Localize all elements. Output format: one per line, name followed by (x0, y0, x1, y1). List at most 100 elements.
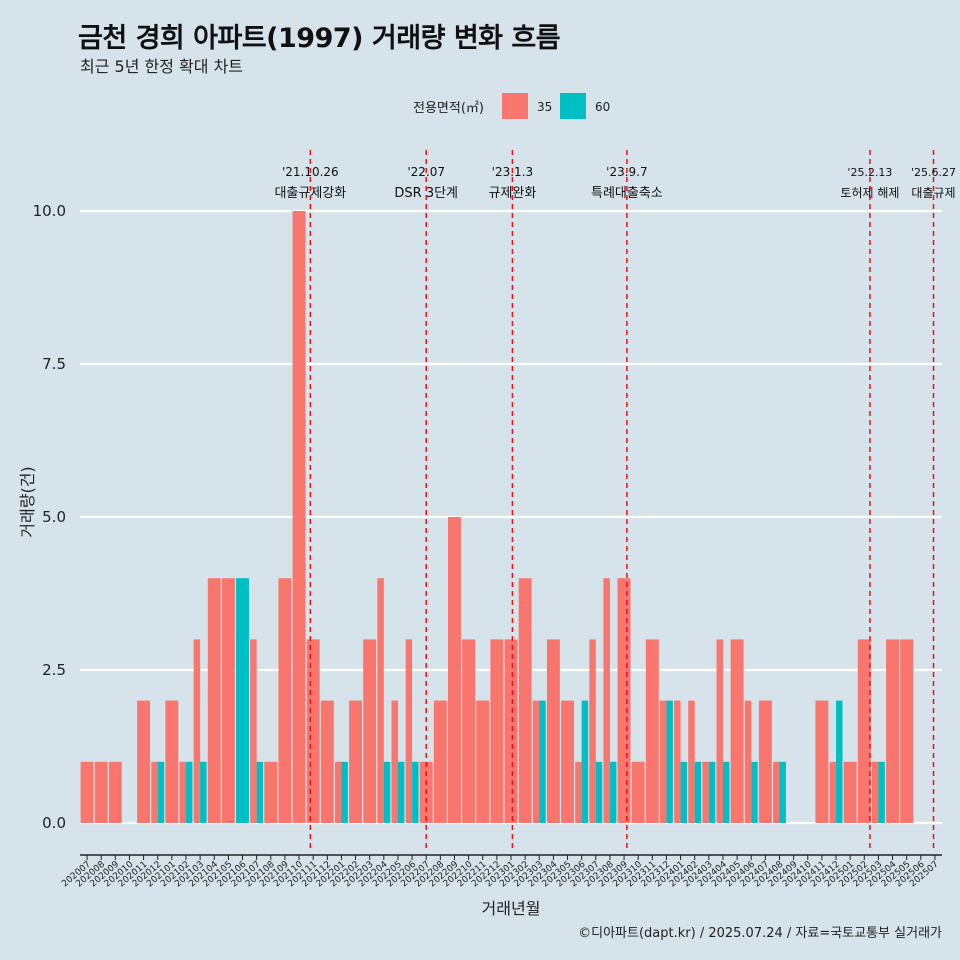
bar-35 (871, 761, 879, 823)
event-date: '22.07 (407, 165, 445, 179)
bar-60 (694, 761, 702, 823)
bar-35 (278, 578, 292, 823)
bar-60 (836, 700, 843, 823)
legend-label-35: 35 (537, 100, 552, 114)
y-tick-label: 2.5 (42, 661, 66, 679)
legend-title: 전용면적(㎡) (413, 101, 484, 116)
bar-35 (829, 761, 837, 823)
bar-35 (758, 700, 772, 823)
bar-35 (405, 639, 413, 823)
bars (80, 211, 914, 823)
bar-60 (751, 761, 758, 823)
bar-60 (595, 761, 603, 823)
bar-35 (165, 700, 179, 823)
bar-35 (320, 700, 334, 823)
bar-60 (680, 761, 688, 823)
bar-35 (490, 639, 504, 823)
bar-35 (151, 761, 158, 823)
bar-35 (603, 578, 610, 823)
bar-35 (334, 761, 342, 823)
bar-60 (878, 761, 885, 823)
bar-35 (193, 639, 201, 823)
bar-35 (462, 639, 476, 823)
bar-35 (108, 761, 122, 823)
bar-35 (80, 761, 94, 823)
y-tick-label: 7.5 (42, 355, 66, 373)
bar-35 (843, 761, 857, 823)
bar-60 (397, 761, 405, 823)
bar-35 (292, 211, 306, 823)
bar-60 (779, 761, 786, 823)
bar-35 (504, 639, 518, 823)
chart-title: 금천 경희 아파트(1997) 거래량 변화 흐름 (78, 23, 561, 54)
bar-60 (157, 761, 165, 823)
event-label: 특례대출축소 (591, 186, 663, 201)
legend-swatch-60 (560, 93, 586, 119)
chart-subtitle: 최근 5년 한정 확대 차트 (80, 57, 244, 76)
bar-35 (363, 639, 377, 823)
bar-35 (448, 517, 461, 823)
bar-60 (412, 761, 419, 823)
y-axis-label: 거래량(건) (18, 466, 37, 537)
bar-35 (264, 761, 278, 823)
event-date: '25.2.13 (847, 166, 892, 179)
bar-35 (900, 639, 914, 823)
bar-35 (575, 761, 582, 823)
event-annotations: '21.10.26 대출규제강화 '22.07 DSR 3단계 '23.1.3 규제완화 '… (274, 165, 956, 201)
bar-35 (349, 700, 363, 823)
bar-35 (815, 700, 829, 823)
bar-35 (857, 639, 871, 823)
bar-35 (391, 700, 398, 823)
bar-60 (383, 761, 391, 823)
event-date: '23.1.3 (492, 165, 533, 179)
bar-35 (207, 578, 221, 823)
y-tick-label: 5.0 (42, 508, 66, 526)
bar-60 (666, 700, 673, 823)
bar-35 (561, 700, 574, 823)
legend-label-60: 60 (595, 100, 610, 114)
bar-35 (221, 578, 235, 823)
bar-35 (532, 700, 540, 823)
event-date: '23.9.7 (606, 165, 647, 179)
bar-35 (377, 578, 384, 823)
x-axis-label: 거래년월 (482, 899, 541, 918)
bar-60 (200, 761, 207, 823)
bar-35 (589, 639, 596, 823)
bar-35 (306, 639, 320, 823)
bar-60 (539, 700, 546, 823)
bar-35 (617, 578, 631, 823)
bar-35 (433, 700, 447, 823)
bar-60 (581, 700, 589, 823)
bar-60 (341, 761, 348, 823)
bar-35 (659, 700, 667, 823)
bar-35 (476, 700, 490, 823)
bar-60 (609, 761, 617, 823)
bar-35 (886, 639, 900, 823)
bar-35 (773, 761, 780, 823)
x-axis: 2020072020082020092020102020112020122021… (60, 854, 942, 889)
bar-35 (179, 761, 186, 823)
bar-35 (94, 761, 108, 823)
y-axis: 0.0 2.5 5.0 7.5 10.0 (33, 202, 66, 832)
bar-35 (744, 700, 752, 823)
bar-60 (185, 761, 193, 823)
bar-60 (722, 761, 730, 823)
bar-35 (674, 700, 681, 823)
y-tick-label: 0.0 (42, 814, 66, 832)
bar-35 (518, 578, 532, 823)
bar-35 (730, 639, 744, 823)
bar-35 (716, 639, 723, 823)
event-label: 대출규제 (911, 186, 955, 200)
bar-35 (645, 639, 659, 823)
source-caption: ©디아파트(dapt.kr) / 2025.07.24 / 자료=국토교통부 실… (578, 926, 942, 941)
event-date: '25.6.27 (911, 166, 956, 179)
bar-60 (236, 578, 249, 823)
y-tick-label: 10.0 (33, 202, 66, 220)
event-label: 규제완화 (488, 186, 536, 201)
bar-60 (256, 761, 264, 823)
event-label: 대출규제강화 (274, 186, 346, 201)
event-label: 토허제 해제 (840, 186, 899, 200)
bar-35 (688, 700, 695, 823)
legend-swatch-35 (502, 93, 528, 119)
